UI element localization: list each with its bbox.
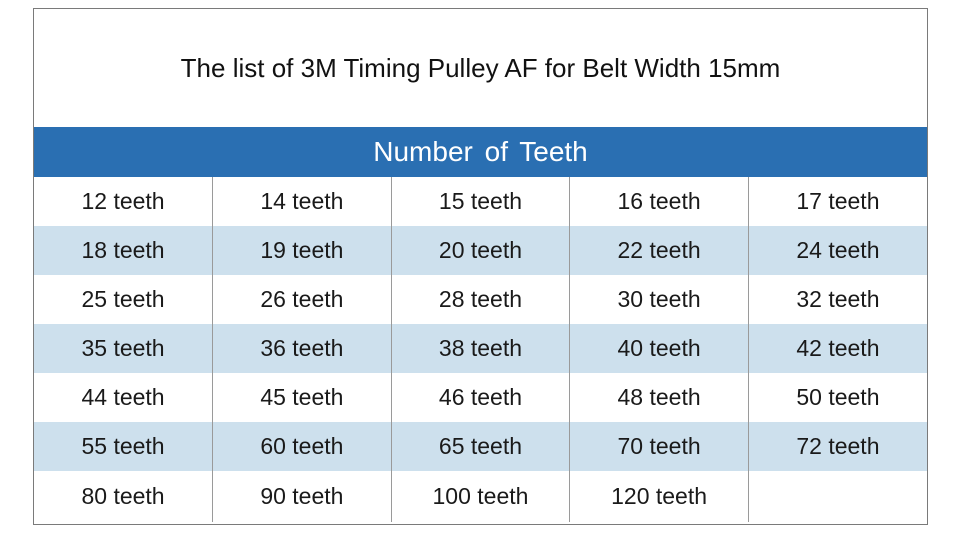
table-cell: 19 teeth	[212, 226, 392, 275]
table-cell: 20 teeth	[390, 226, 570, 275]
table-cell: 65 teeth	[390, 422, 570, 471]
teeth-grid: 12 teeth 14 teeth 15 teeth 16 teeth 17 t…	[34, 177, 927, 522]
table-row: 18 teeth 19 teeth 20 teeth 22 teeth 24 t…	[34, 226, 927, 275]
table-row: 35 teeth 36 teeth 38 teeth 40 teeth 42 t…	[34, 324, 927, 373]
table-header: Number of Teeth	[34, 127, 927, 177]
table-cell: 15 teeth	[390, 177, 570, 226]
table-cell: 46 teeth	[390, 373, 570, 422]
table-cell: 36 teeth	[212, 324, 392, 373]
table-cell: 55 teeth	[34, 422, 213, 471]
pulley-list-table: The list of 3M Timing Pulley AF for Belt…	[33, 8, 928, 525]
table-cell: 18 teeth	[34, 226, 213, 275]
table-cell: 48 teeth	[569, 373, 749, 422]
table-cell: 32 teeth	[747, 275, 927, 324]
table-cell: 40 teeth	[569, 324, 749, 373]
table-row: 80 teeth 90 teeth 100 teeth 120 teeth	[34, 471, 927, 522]
table-cell: 42 teeth	[747, 324, 927, 373]
table-cell: 44 teeth	[81, 384, 165, 410]
table-cell: 14 teeth	[212, 177, 392, 226]
table-cell: 17 teeth	[747, 177, 927, 226]
table-cell: 50 teeth	[747, 373, 927, 422]
table-cell: 60 teeth	[212, 422, 392, 471]
page-title: The list of 3M Timing Pulley AF for Belt…	[180, 52, 781, 83]
table-cell: 45 teeth	[212, 373, 392, 422]
table-cell: 80 teeth	[81, 483, 165, 509]
table-cell: 100 teeth	[390, 471, 570, 522]
table-cell: 26 teeth	[212, 275, 392, 324]
table-cell: 72 teeth	[747, 422, 927, 471]
table-row: 55 teeth 60 teeth 65 teeth 70 teeth 72 t…	[34, 422, 927, 471]
table-cell: 90 teeth	[212, 471, 392, 522]
table-cell: 12 teeth	[81, 188, 165, 214]
table-row: 12 teeth 14 teeth 15 teeth 16 teeth 17 t…	[34, 177, 927, 226]
table-cell: 38 teeth	[390, 324, 570, 373]
table-cell: 70 teeth	[569, 422, 749, 471]
table-row: 25 teeth 26 teeth 28 teeth 30 teeth 32 t…	[34, 275, 927, 324]
table-cell: 25 teeth	[81, 286, 165, 312]
table-cell: 24 teeth	[747, 226, 927, 275]
table-cell: 16 teeth	[569, 177, 749, 226]
table-cell: 35 teeth	[34, 324, 213, 373]
table-cell	[747, 471, 927, 522]
table-cell: 120 teeth	[569, 471, 749, 522]
table-cell: 28 teeth	[390, 275, 570, 324]
table-row: 44 teeth 45 teeth 46 teeth 48 teeth 50 t…	[34, 373, 927, 422]
table-cell: 22 teeth	[569, 226, 749, 275]
table-cell: 30 teeth	[569, 275, 749, 324]
